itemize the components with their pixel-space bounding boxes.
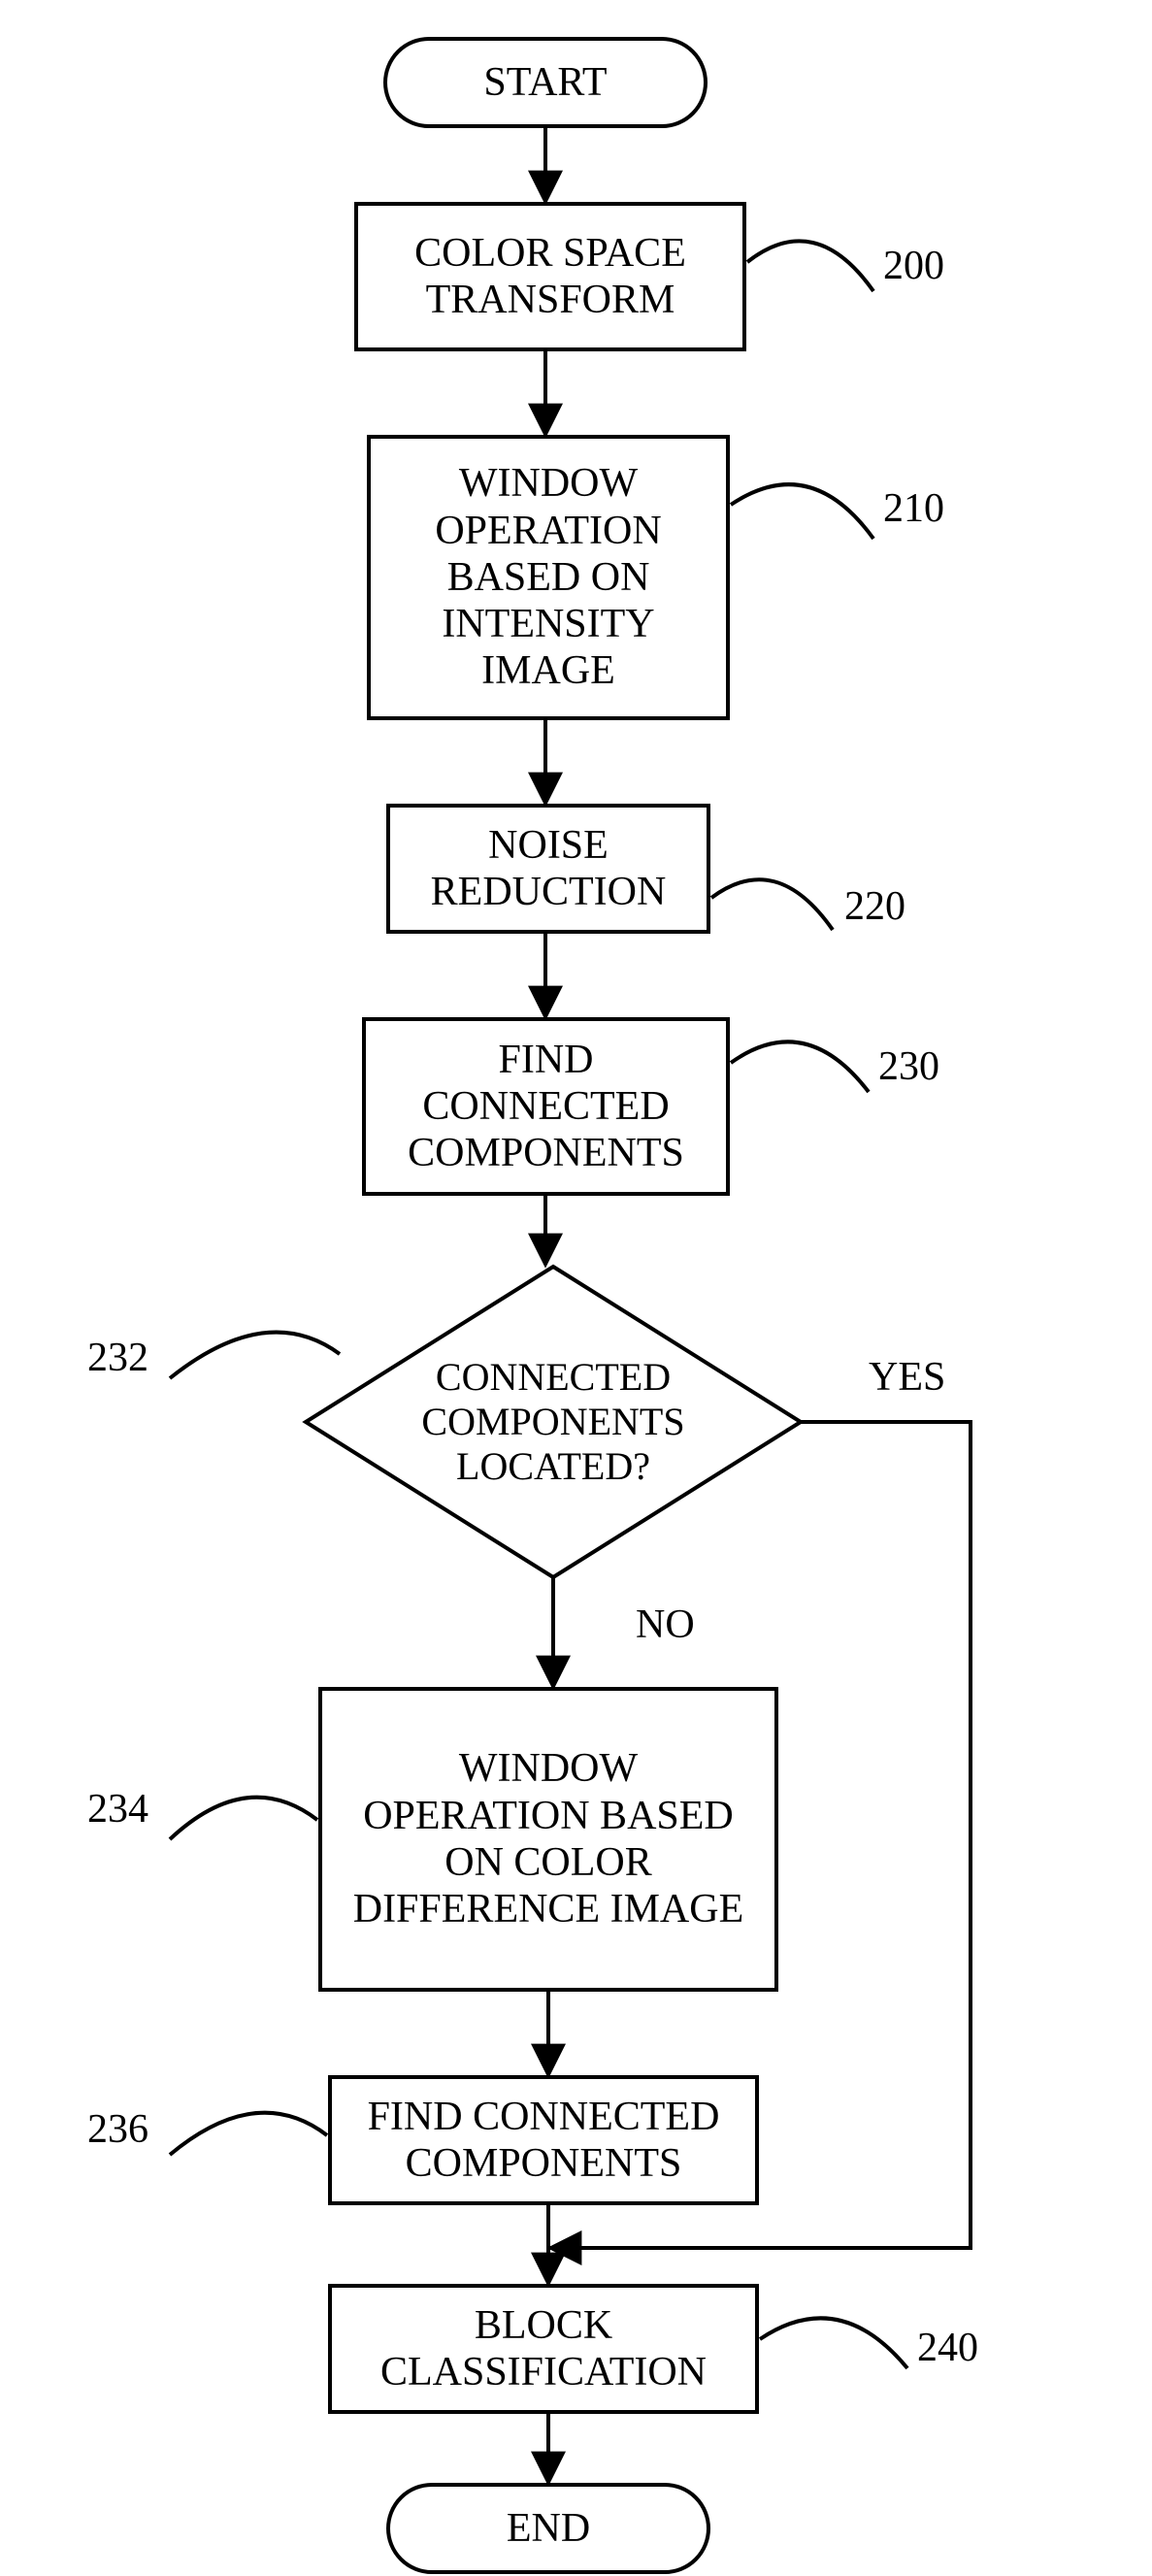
end-label: END <box>388 2485 708 2572</box>
leader-234 <box>170 1798 317 1839</box>
n234-label: WINDOW OPERATION BASED ON COLOR DIFFEREN… <box>320 1689 776 1990</box>
n200-label: COLOR SPACE TRANSFORM <box>356 204 744 349</box>
leader-210 <box>731 484 873 539</box>
ref-240: 240 <box>917 2325 978 2371</box>
leader-230 <box>731 1041 869 1092</box>
ref-200: 200 <box>883 243 944 289</box>
ref-230: 230 <box>878 1043 939 1090</box>
leader-240 <box>760 2318 907 2368</box>
n230-label: FIND CONNECTED COMPONENTS <box>364 1019 728 1194</box>
start-label: START <box>385 39 706 126</box>
dec232-label: CONNECTED COMPONENTS LOCATED? <box>306 1267 801 1577</box>
leader-200 <box>747 241 873 291</box>
n236-label: FIND CONNECTED COMPONENTS <box>330 2077 757 2203</box>
n240-label: BLOCK CLASSIFICATION <box>330 2286 757 2412</box>
leader-220 <box>711 879 833 930</box>
ref-234: 234 <box>87 1786 148 1833</box>
label-no: NO <box>636 1602 695 1648</box>
leader-236 <box>170 2113 327 2155</box>
label-yes: YES <box>869 1354 945 1401</box>
ref-236: 236 <box>87 2106 148 2153</box>
ref-210: 210 <box>883 485 944 532</box>
ref-220: 220 <box>844 883 905 930</box>
n210-label: WINDOW OPERATION BASED ON INTENSITY IMAG… <box>369 437 728 718</box>
ref-232: 232 <box>87 1335 148 1381</box>
n220-label: NOISE REDUCTION <box>388 806 708 932</box>
